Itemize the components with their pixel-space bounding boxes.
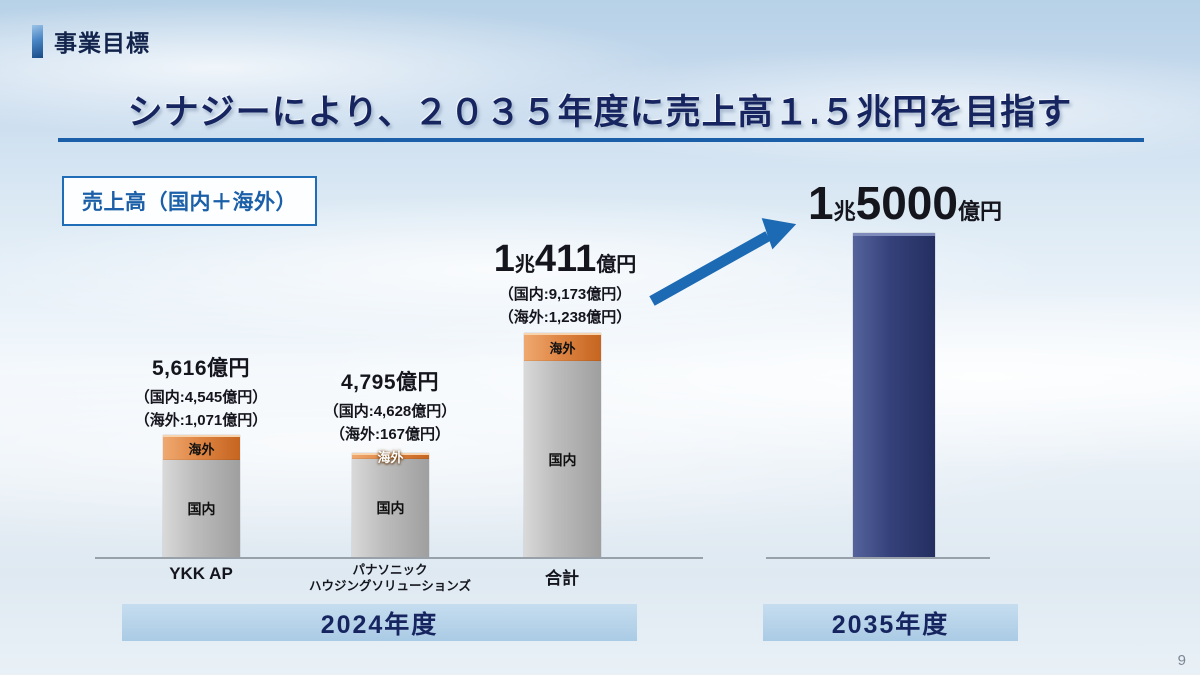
header-accent-bar bbox=[32, 24, 43, 58]
total-annotation: 1兆411億円 （国内:9,173億円） （海外:1,238億円） bbox=[455, 238, 675, 329]
bar-ykk: 海外 国内 bbox=[163, 435, 240, 558]
axis-label-goukei: 合計 bbox=[545, 569, 579, 588]
bar-panasonic-domestic-label: 国内 bbox=[376, 500, 405, 517]
growth-arrow-icon bbox=[649, 218, 797, 306]
bar-ykk-overseas-label: 海外 bbox=[188, 442, 215, 458]
axis-label-ykk: YKK AP bbox=[169, 564, 233, 583]
axis-baseline-left bbox=[95, 557, 703, 559]
title-underline bbox=[58, 138, 1144, 142]
bar-panasonic-domestic: 国内 bbox=[352, 458, 429, 558]
panasonic-overseas-detail: （海外:167億円） bbox=[329, 425, 451, 443]
target-num-2: 5000 bbox=[855, 177, 958, 229]
total-unit-oku: 億円 bbox=[596, 254, 637, 276]
panasonic-total-label: 4,795億円 bbox=[340, 371, 440, 394]
bar-panasonic-overseas-label: 海外 bbox=[377, 450, 404, 466]
total-num-1: 1 bbox=[493, 238, 515, 280]
total-domestic-detail: （国内:9,173億円） bbox=[498, 286, 632, 303]
bar-panasonic-overseas: 海外 bbox=[352, 450, 429, 465]
bar-2035 bbox=[853, 233, 935, 558]
target-2035-annotation: 1兆5000億円 bbox=[770, 176, 1040, 233]
slide-header: 事業目標 bbox=[32, 24, 150, 58]
bar-goukei-overseas: 海外 bbox=[524, 332, 601, 362]
bar-ykk-overseas: 海外 bbox=[163, 435, 240, 461]
bar-goukei-domestic: 国内 bbox=[524, 361, 601, 558]
bar-panasonic: 海外 国内 bbox=[352, 450, 429, 558]
legend-box: 売上高（国内＋海外） bbox=[62, 176, 317, 226]
panasonic-domestic-detail: （国内:4,628億円） bbox=[323, 403, 457, 420]
target-num-1: 1 bbox=[808, 177, 834, 229]
axis-label-panasonic: パナソニック ハウジングソリューションズ bbox=[294, 562, 486, 595]
slide-title: シナジーにより、２０３５年度に売上高１.５兆円を目指す bbox=[127, 93, 1073, 132]
target-2035-big-number: 1兆5000億円 bbox=[770, 176, 1040, 230]
target-unit-cho: 兆 bbox=[833, 199, 856, 224]
axis-baseline-right bbox=[766, 557, 990, 559]
target-unit-oku: 億円 bbox=[957, 199, 1002, 224]
total-overseas-detail: （海外:1,238億円） bbox=[498, 308, 632, 326]
ykk-annotation: 5,616億円 （国内:4,545億円） （海外:1,071億円） bbox=[95, 352, 307, 432]
year-band-2035: 2035年度 bbox=[763, 604, 1018, 641]
ykk-domestic-detail: （国内:4,545億円） bbox=[134, 389, 268, 406]
legend-label: 売上高（国内＋海外） bbox=[82, 191, 297, 214]
total-unit-cho: 兆 bbox=[514, 254, 535, 276]
total-big-number: 1兆411億円 bbox=[455, 238, 675, 281]
bar-goukei: 海外 国内 bbox=[524, 332, 601, 558]
slide-header-title: 事業目標 bbox=[54, 30, 150, 56]
panasonic-annotation: 4,795億円 （国内:4,628億円） （海外:167億円） bbox=[284, 366, 496, 446]
axis-label-panasonic-line1: パナソニック bbox=[352, 563, 428, 577]
year-band-2024: 2024年度 bbox=[122, 604, 637, 641]
ykk-total-label: 5,616億円 bbox=[151, 357, 251, 380]
bar-goukei-domestic-label: 国内 bbox=[548, 451, 577, 468]
bar-ykk-domestic-label: 国内 bbox=[187, 501, 216, 518]
ykk-overseas-detail: （海外:1,071億円） bbox=[134, 411, 268, 429]
axis-label-panasonic-line2: ハウジングソリューションズ bbox=[308, 579, 471, 594]
total-num-2: 411 bbox=[534, 238, 597, 280]
bar-goukei-overseas-label: 海外 bbox=[549, 341, 576, 357]
page-number: 9 bbox=[1177, 652, 1186, 669]
bar-ykk-domestic: 国内 bbox=[163, 460, 240, 558]
